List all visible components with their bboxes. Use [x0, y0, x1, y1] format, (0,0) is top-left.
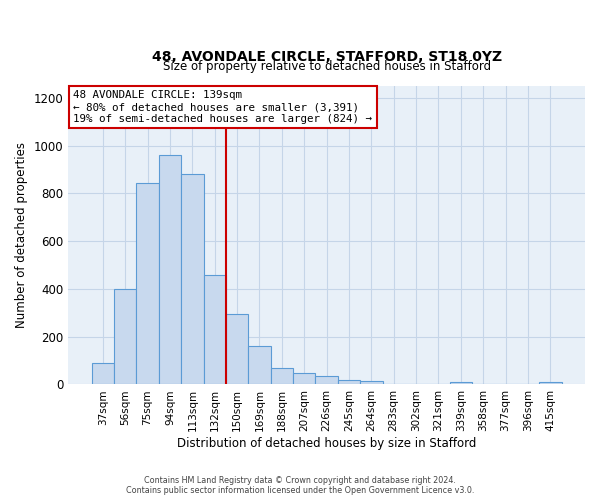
- Bar: [248, 346, 271, 385]
- Bar: [181, 174, 203, 384]
- Bar: [539, 382, 562, 384]
- Bar: [92, 363, 114, 384]
- Bar: [226, 314, 248, 384]
- Y-axis label: Number of detached properties: Number of detached properties: [15, 142, 28, 328]
- Bar: [293, 372, 316, 384]
- Text: 48 AVONDALE CIRCLE: 139sqm
← 80% of detached houses are smaller (3,391)
19% of s: 48 AVONDALE CIRCLE: 139sqm ← 80% of deta…: [73, 90, 373, 124]
- Title: 48, AVONDALE CIRCLE, STAFFORD, ST18 0YZ: 48, AVONDALE CIRCLE, STAFFORD, ST18 0YZ: [152, 50, 502, 64]
- Text: Contains HM Land Registry data © Crown copyright and database right 2024.
Contai: Contains HM Land Registry data © Crown c…: [126, 476, 474, 495]
- Bar: [271, 368, 293, 384]
- Text: Size of property relative to detached houses in Stafford: Size of property relative to detached ho…: [163, 60, 491, 72]
- Bar: [338, 380, 360, 384]
- Bar: [316, 376, 338, 384]
- Bar: [114, 289, 136, 384]
- X-axis label: Distribution of detached houses by size in Stafford: Distribution of detached houses by size …: [177, 437, 476, 450]
- Bar: [159, 155, 181, 384]
- Bar: [136, 182, 159, 384]
- Bar: [360, 381, 383, 384]
- Bar: [449, 382, 472, 384]
- Bar: [203, 274, 226, 384]
